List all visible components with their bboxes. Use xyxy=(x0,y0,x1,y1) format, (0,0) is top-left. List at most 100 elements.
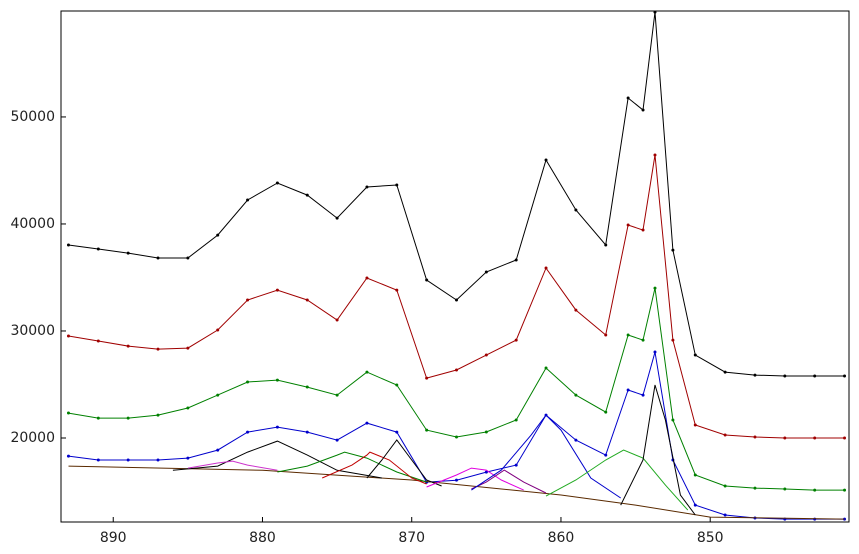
data-point xyxy=(395,183,399,187)
data-point xyxy=(604,333,608,337)
data-point xyxy=(783,487,787,491)
data-point xyxy=(604,453,608,457)
component-line xyxy=(620,384,696,516)
data-point xyxy=(626,333,630,337)
component-line xyxy=(172,440,382,479)
data-point xyxy=(544,158,548,162)
data-point xyxy=(395,383,399,387)
data-point xyxy=(574,438,578,442)
data-point xyxy=(574,308,578,312)
data-point xyxy=(365,421,369,425)
plot-frame xyxy=(60,10,850,523)
data-point xyxy=(574,393,578,397)
x-tick-label: 860 xyxy=(548,530,575,546)
spectrum-line xyxy=(68,154,845,439)
component-line xyxy=(366,439,442,487)
data-point xyxy=(723,513,727,517)
data-point xyxy=(514,338,518,342)
data-point xyxy=(425,376,429,380)
spectrum-line xyxy=(68,12,845,377)
data-point xyxy=(395,288,399,292)
data-point xyxy=(641,108,645,112)
data-point xyxy=(335,318,339,322)
x-tick-label: 890 xyxy=(100,530,127,546)
data-point xyxy=(126,416,130,420)
data-point xyxy=(454,368,458,372)
data-point xyxy=(514,258,518,262)
data-point xyxy=(275,378,279,382)
data-point xyxy=(246,430,250,434)
data-point xyxy=(454,298,458,302)
data-point xyxy=(653,10,657,14)
data-point xyxy=(305,430,309,434)
x-tick-label: 850 xyxy=(697,530,724,546)
data-point xyxy=(723,433,727,437)
data-point xyxy=(216,233,220,237)
data-point xyxy=(671,418,675,422)
data-point xyxy=(186,406,190,410)
data-point xyxy=(813,436,817,440)
data-point xyxy=(335,438,339,442)
data-point xyxy=(66,334,70,338)
data-point xyxy=(641,393,645,397)
data-point xyxy=(216,393,220,397)
data-point xyxy=(246,380,250,384)
data-point xyxy=(783,436,787,440)
data-point xyxy=(544,366,548,370)
data-point xyxy=(626,388,630,392)
data-point xyxy=(626,96,630,100)
data-point xyxy=(693,503,697,507)
y-tick-label: 40000 xyxy=(10,216,55,232)
data-point xyxy=(753,435,757,439)
data-point xyxy=(126,458,130,462)
component-line xyxy=(277,451,427,483)
data-point xyxy=(484,430,488,434)
component-line xyxy=(68,465,845,520)
data-point xyxy=(753,373,757,377)
data-point xyxy=(275,288,279,292)
data-point xyxy=(365,276,369,280)
y-tick-label: 50000 xyxy=(10,109,55,125)
component-line xyxy=(471,469,547,494)
component-line xyxy=(545,449,689,511)
data-point xyxy=(484,270,488,274)
data-point xyxy=(653,286,657,290)
data-point xyxy=(653,350,657,354)
data-point xyxy=(156,458,160,462)
data-point xyxy=(216,328,220,332)
data-point xyxy=(66,411,70,415)
data-point xyxy=(693,473,697,477)
data-point xyxy=(96,339,100,343)
data-point xyxy=(544,266,548,270)
data-point xyxy=(425,278,429,282)
data-point xyxy=(693,423,697,427)
data-point xyxy=(275,181,279,185)
data-point xyxy=(275,425,279,429)
data-point xyxy=(186,456,190,460)
data-point xyxy=(156,413,160,417)
data-point xyxy=(514,463,518,467)
data-point xyxy=(843,488,847,492)
data-point xyxy=(843,517,847,521)
data-point xyxy=(723,370,727,374)
data-point xyxy=(843,374,847,378)
component-line xyxy=(426,467,524,491)
data-point xyxy=(186,346,190,350)
data-point xyxy=(96,416,100,420)
data-point xyxy=(66,243,70,247)
data-point xyxy=(813,488,817,492)
data-point xyxy=(156,256,160,260)
data-point xyxy=(641,228,645,232)
data-point xyxy=(126,344,130,348)
data-point xyxy=(246,198,250,202)
data-point xyxy=(305,385,309,389)
data-point xyxy=(671,338,675,342)
data-point xyxy=(365,370,369,374)
data-point xyxy=(843,436,847,440)
data-point xyxy=(653,153,657,157)
data-point xyxy=(454,435,458,439)
component-line xyxy=(471,414,621,499)
data-point xyxy=(514,418,518,422)
data-point xyxy=(484,353,488,357)
